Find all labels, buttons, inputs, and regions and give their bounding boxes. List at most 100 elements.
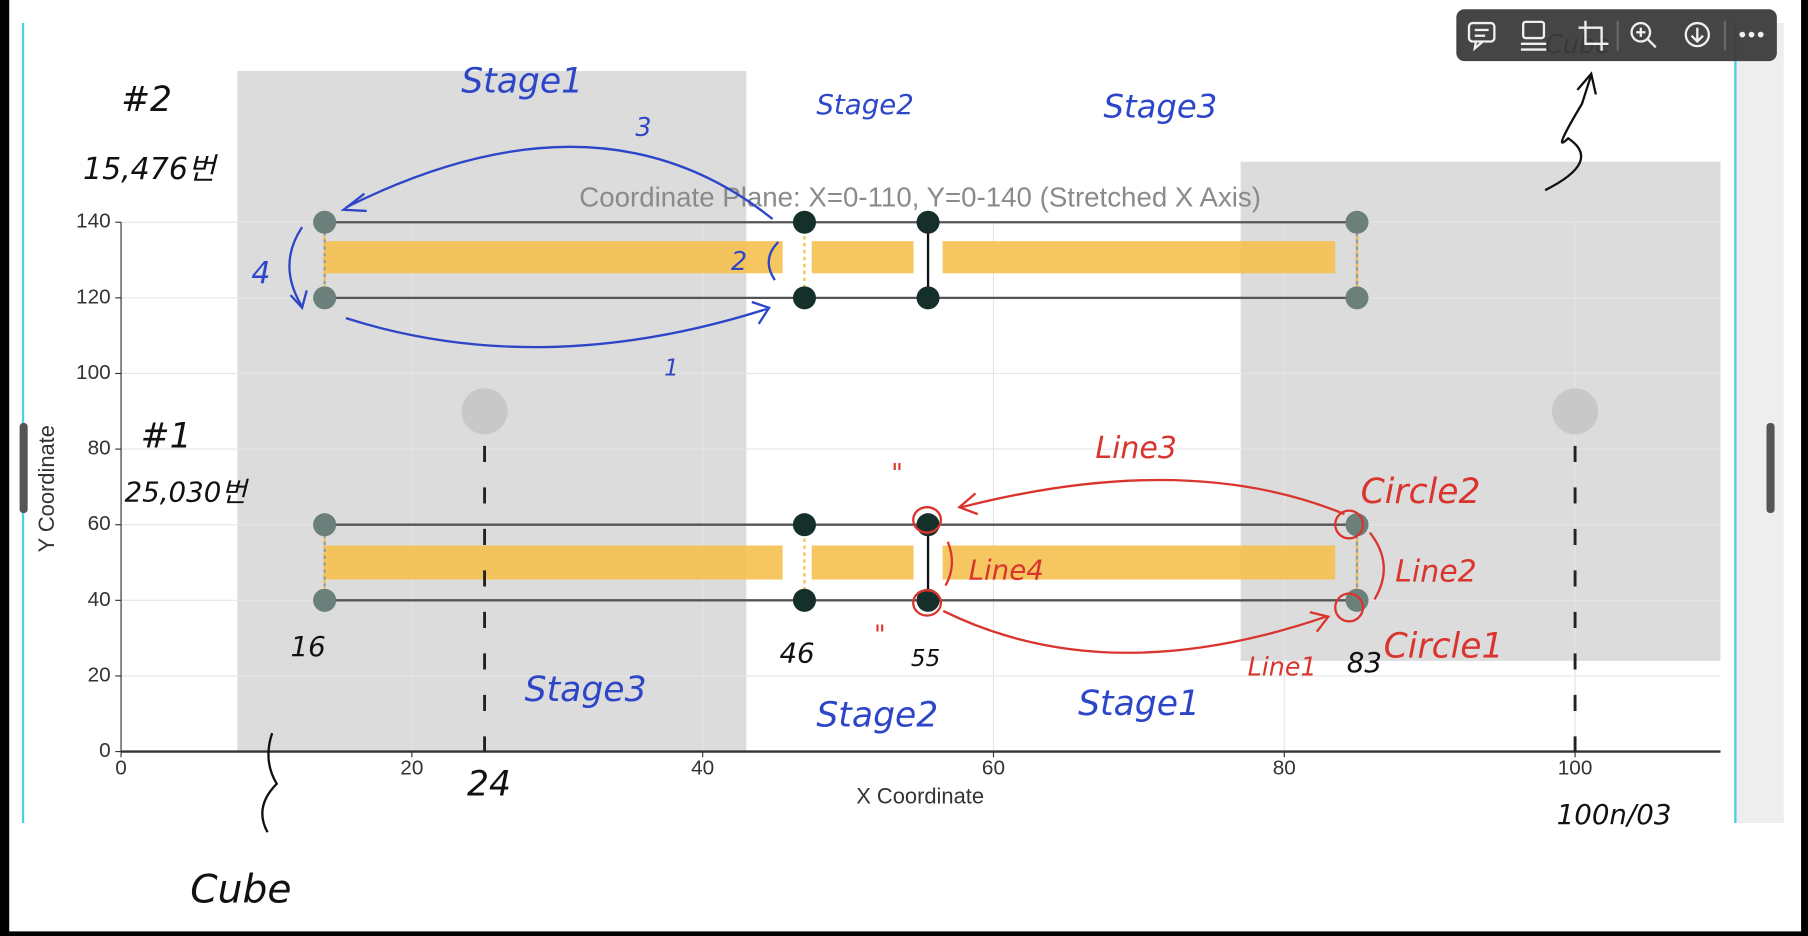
comment-button[interactable]	[1467, 21, 1496, 52]
annotation: "	[891, 458, 903, 488]
point	[916, 588, 940, 612]
image-edge	[1735, 23, 1784, 824]
annotation: 83	[1347, 646, 1382, 679]
more-button[interactable]	[1739, 31, 1764, 38]
annotation: 55	[911, 646, 940, 672]
circle-mark	[1334, 509, 1365, 540]
point	[916, 210, 940, 234]
circle-mark	[912, 506, 943, 534]
download-button[interactable]	[1684, 21, 1710, 48]
point	[313, 286, 337, 310]
point	[313, 210, 337, 234]
annotation: Stage2	[816, 695, 938, 735]
annotation: "	[874, 619, 886, 649]
point	[792, 513, 816, 537]
annotation: 4	[251, 256, 270, 291]
highlight-bar	[324, 545, 783, 580]
annotation: Circle1	[1384, 626, 1504, 666]
y-tick-label: 140	[76, 210, 111, 233]
annotation: Line2	[1395, 554, 1477, 589]
y-tick-label: 20	[88, 663, 111, 686]
annotation: Line4	[969, 554, 1044, 587]
highlight-bar	[942, 545, 1336, 580]
point	[792, 286, 816, 310]
chart-title: Coordinate Plane: X=0-110, Y=0-140 (Stre…	[579, 182, 1261, 213]
arrow	[345, 145, 774, 220]
annotation: 24	[467, 765, 511, 805]
zoom-button[interactable]	[1630, 21, 1657, 49]
y-tick-label: 0	[99, 739, 111, 762]
x-tick-label: 100	[1558, 756, 1593, 779]
annotation: Circle2	[1361, 472, 1481, 512]
point	[1552, 388, 1599, 435]
y-axis-label: Y Coordinate	[34, 425, 59, 552]
y-tick-label: 40	[88, 588, 111, 611]
arrow-head	[1309, 610, 1331, 633]
arrow-head	[340, 192, 367, 213]
point	[313, 588, 337, 612]
point	[1345, 210, 1369, 234]
x-axis-label: X Coordinate	[856, 783, 984, 808]
toolbar	[1456, 9, 1777, 62]
arrow-head	[957, 492, 979, 516]
annotation: Stage1	[461, 61, 583, 101]
scribble	[261, 732, 279, 833]
annotation: #2	[121, 80, 172, 120]
arrow	[942, 609, 1327, 654]
arrow	[767, 241, 780, 281]
annotation: 2	[731, 246, 747, 276]
point	[1345, 286, 1369, 310]
point	[1345, 513, 1369, 537]
x-tick-label: 60	[982, 756, 1005, 779]
annotation: Line3	[1095, 431, 1177, 466]
point	[1345, 588, 1369, 612]
annotation: Cube	[190, 868, 291, 913]
annotation: 1	[664, 355, 679, 381]
arrow	[345, 307, 768, 349]
arrow	[1368, 531, 1385, 601]
annotation: 25,030번	[125, 475, 250, 508]
slideshow-button[interactable]	[1520, 20, 1547, 51]
crop-button[interactable]	[1578, 20, 1609, 51]
highlight-bar	[942, 241, 1336, 274]
circle-mark	[1334, 592, 1365, 623]
chart: 0 20 40 60 80 100 0 20 40 60 80 100 120 140 Coordinate…	[34, 71, 1721, 808]
circle-mark	[912, 589, 943, 617]
shaded-region	[1240, 161, 1721, 661]
y-tick-label: 120	[76, 285, 111, 308]
arrow	[288, 226, 304, 308]
y-tick-label: 80	[88, 437, 111, 460]
highlight-bar	[324, 241, 783, 274]
arrow-head	[1576, 71, 1597, 95]
annotation: Line1	[1248, 652, 1317, 682]
highlight-bar	[811, 545, 914, 580]
y-tick-label: 60	[88, 512, 111, 535]
point	[916, 286, 940, 310]
annotation: Stage2	[816, 88, 914, 121]
x-tick-label: 80	[1273, 756, 1296, 779]
annotation: 100n/03	[1557, 798, 1672, 831]
annotation: 46	[779, 637, 814, 670]
point	[792, 588, 816, 612]
scribble	[1544, 74, 1593, 192]
hand-drawn-marks	[261, 71, 1597, 833]
highlight-bar	[811, 241, 914, 274]
annotation: Stage1	[1078, 684, 1200, 724]
annotation: 3	[635, 112, 651, 142]
y-tick-label: 100	[76, 361, 111, 384]
arrow-head	[751, 300, 771, 325]
arrow	[961, 478, 1345, 516]
arrow	[944, 541, 954, 587]
annotation: 15,476번	[83, 152, 218, 187]
annotation: Stage3	[525, 670, 647, 710]
resize-handle[interactable]	[1766, 423, 1775, 513]
annotation: #1	[141, 417, 192, 457]
point	[792, 210, 816, 234]
x-tick-label: 40	[691, 756, 714, 779]
resize-handle[interactable]	[19, 423, 28, 513]
x-tick-label: 0	[115, 756, 127, 779]
point	[461, 388, 508, 435]
